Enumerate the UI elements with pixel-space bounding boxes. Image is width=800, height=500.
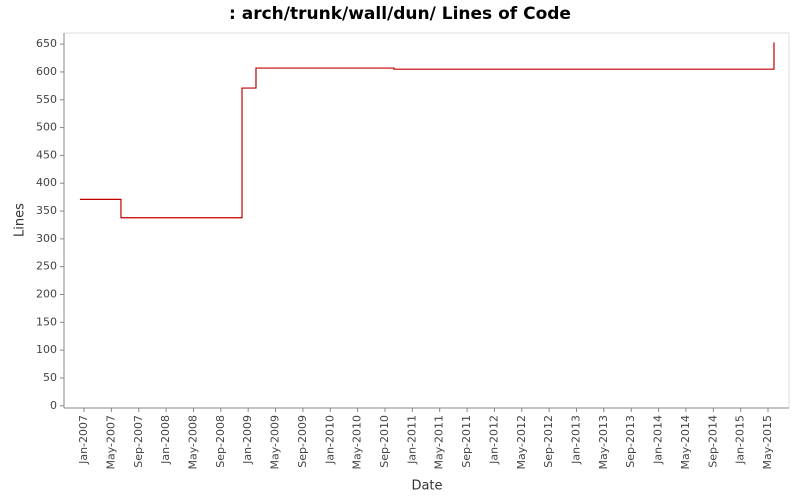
- x-tick-label: May-2014: [679, 415, 692, 470]
- x-tick-label: Sep-2007: [132, 415, 145, 468]
- y-tick-label: 550: [36, 93, 57, 106]
- x-tick-label: Jan-2013: [569, 415, 582, 465]
- x-tick-label: May-2009: [269, 415, 282, 470]
- x-tick-label: Sep-2010: [378, 415, 391, 468]
- x-tick-label: Jan-2012: [487, 415, 500, 465]
- x-axis-label: Date: [411, 479, 442, 494]
- y-tick-label: 300: [36, 232, 57, 245]
- x-tick-label: May-2010: [351, 415, 364, 470]
- y-tick-label: 650: [36, 37, 57, 50]
- x-tick-label: Jan-2007: [77, 415, 90, 465]
- data-line: [79, 42, 775, 219]
- x-tick-label: Jan-2015: [734, 415, 747, 465]
- y-tick-label: 450: [36, 148, 57, 161]
- y-tick-label: 0: [50, 399, 57, 412]
- x-tick-label: May-2008: [186, 415, 199, 470]
- x-tick-label: May-2015: [761, 415, 774, 470]
- x-tick-label: May-2013: [597, 415, 610, 470]
- x-tick-label: Jan-2009: [241, 415, 254, 465]
- x-tick-label: Jan-2011: [405, 415, 418, 465]
- y-tick-label: 50: [43, 371, 57, 384]
- y-tick-label: 400: [36, 176, 57, 189]
- y-tick-label: 200: [36, 287, 57, 300]
- plot-area: [63, 32, 790, 409]
- y-tick-label: 250: [36, 260, 57, 273]
- x-tick-label: Jan-2008: [159, 415, 172, 465]
- y-tick-label: 500: [36, 121, 57, 134]
- y-tick-label: 100: [36, 343, 57, 356]
- y-tick-label: 150: [36, 315, 57, 328]
- x-tick-label: Sep-2011: [460, 415, 473, 468]
- x-tick-label: May-2011: [433, 415, 446, 470]
- chart-title: : arch/trunk/wall/dun/ Lines of Code: [229, 4, 571, 24]
- x-tick-label: May-2012: [515, 415, 528, 470]
- x-tick-label: May-2007: [104, 415, 117, 470]
- y-tick-label: 350: [36, 204, 57, 217]
- x-tick-label: Sep-2009: [296, 415, 309, 468]
- x-tick-label: Sep-2012: [542, 415, 555, 468]
- x-tick-label: Jan-2010: [323, 415, 336, 465]
- y-tick-label: 600: [36, 65, 57, 78]
- x-tick-label: Sep-2008: [214, 415, 227, 468]
- y-axis-label: Lines: [13, 203, 28, 237]
- x-tick-label: Jan-2014: [652, 415, 665, 465]
- x-tick-label: Sep-2013: [624, 415, 637, 468]
- x-tick-label: Sep-2014: [706, 415, 719, 468]
